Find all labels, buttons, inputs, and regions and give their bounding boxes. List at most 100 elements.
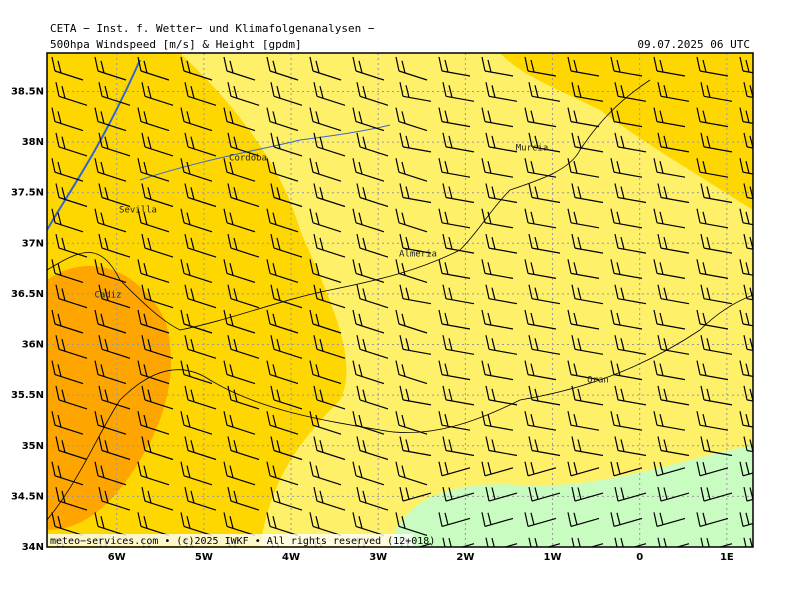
- wind-barb: [481, 461, 514, 477]
- wind-barb: [184, 132, 217, 157]
- wind-barb: [395, 259, 428, 283]
- wind-barb: [98, 233, 131, 258]
- wind-barb: [610, 56, 643, 77]
- wind-barb: [51, 107, 84, 132]
- wind-barb: [55, 183, 88, 208]
- wind-barb: [141, 132, 174, 157]
- wind-barb: [614, 183, 647, 204]
- lon-tick-label: 5W: [195, 552, 213, 563]
- wind-barb: [309, 411, 342, 435]
- wind-barb: [524, 360, 557, 381]
- wind-barb: [55, 233, 88, 258]
- wind-barb: [696, 512, 729, 527]
- wind-barb: [227, 132, 260, 157]
- wind-barb: [94, 158, 127, 182]
- wind-barb: [614, 486, 647, 502]
- wind-barb: [571, 335, 604, 355]
- wind-barb: [223, 107, 256, 132]
- wind-barb: [55, 132, 88, 157]
- wind-barb: [141, 486, 174, 511]
- wind-barb: [395, 158, 428, 182]
- wind-barb: [657, 183, 690, 204]
- wind-barb: [180, 309, 213, 334]
- city-label: Oran: [587, 376, 609, 386]
- wind-barb: [657, 486, 690, 502]
- wind-barb: [309, 512, 342, 536]
- wind-barb: [399, 335, 432, 355]
- wind-barb: [352, 208, 385, 233]
- wind-barb: [481, 56, 514, 77]
- wind-barb: [180, 107, 213, 132]
- wind-barb: [356, 335, 389, 359]
- wind-barb: [270, 486, 303, 511]
- wind-barb: [700, 284, 733, 305]
- city-label: Almeria: [399, 250, 437, 260]
- wind-barb: [356, 183, 389, 208]
- wind-barb: [653, 158, 686, 178]
- wind-barb: [352, 411, 385, 435]
- wind-barb: [700, 486, 733, 502]
- wind-barb: [442, 486, 475, 502]
- wind-barb: [442, 233, 475, 254]
- wind-barb: [696, 107, 729, 128]
- wind-barb: [94, 461, 127, 486]
- wind-barb: [657, 537, 690, 547]
- wind-barb: [481, 158, 514, 178]
- wind-barb: [438, 512, 471, 527]
- wind-barb: [399, 183, 432, 204]
- wind-barb: [98, 335, 131, 359]
- wind-barb: [180, 158, 213, 182]
- wind-barb: [610, 411, 643, 431]
- wind-barb: [94, 259, 127, 283]
- wind-barb: [442, 82, 475, 102]
- wind-barb: [614, 335, 647, 355]
- wind-barb: [270, 284, 303, 309]
- wind-barb: [438, 309, 471, 330]
- wind-barb: [266, 309, 299, 334]
- lon-tick-label: 4W: [282, 552, 300, 563]
- wind-barb: [399, 132, 432, 153]
- wind-barb: [51, 309, 84, 334]
- wind-barb: [184, 233, 217, 258]
- wind-barb: [524, 107, 557, 128]
- wind-barb: [227, 233, 260, 258]
- wind-barb: [270, 335, 303, 359]
- wind-barb: [94, 107, 127, 132]
- wind-barb: [55, 436, 88, 461]
- wind-barb: [313, 486, 346, 511]
- wind-barb: [309, 360, 342, 385]
- wind-barb: [528, 132, 561, 153]
- wind-barb: [227, 183, 260, 208]
- wind-barb: [571, 82, 604, 102]
- wind-barb: [356, 385, 389, 410]
- wind-barb: [610, 512, 643, 527]
- wind-barb: [567, 360, 600, 381]
- wind-barb: [51, 208, 84, 233]
- wind-barb: [180, 259, 213, 283]
- wind-barb: [399, 233, 432, 254]
- wind-barb: [485, 537, 518, 547]
- wind-barb: [481, 309, 514, 330]
- wind-barb: [528, 82, 561, 102]
- wind-barb: [55, 486, 88, 511]
- wind-barb: [180, 461, 213, 486]
- wind-barb: [438, 259, 471, 279]
- wind-barb: [528, 335, 561, 355]
- wind-barb: [610, 208, 643, 229]
- wind-barb: [657, 436, 690, 457]
- wind-barb: [227, 335, 260, 359]
- lat-tick-label: 36N: [22, 340, 44, 351]
- wind-barb: [653, 411, 686, 431]
- wind-barb: [98, 436, 131, 461]
- wind-barb: [438, 461, 471, 477]
- wind-barb: [739, 107, 753, 124]
- wind-barb: [696, 208, 729, 229]
- header-datetime: 09.07.2025 06 UTC: [637, 38, 750, 51]
- wind-barb: [141, 233, 174, 258]
- wind-barb: [657, 233, 690, 254]
- wind-barb: [395, 208, 428, 233]
- wind-barb: [614, 284, 647, 305]
- wind-barb: [180, 360, 213, 385]
- wind-barb: [696, 461, 729, 477]
- lat-tick-label: 37.5N: [11, 188, 44, 199]
